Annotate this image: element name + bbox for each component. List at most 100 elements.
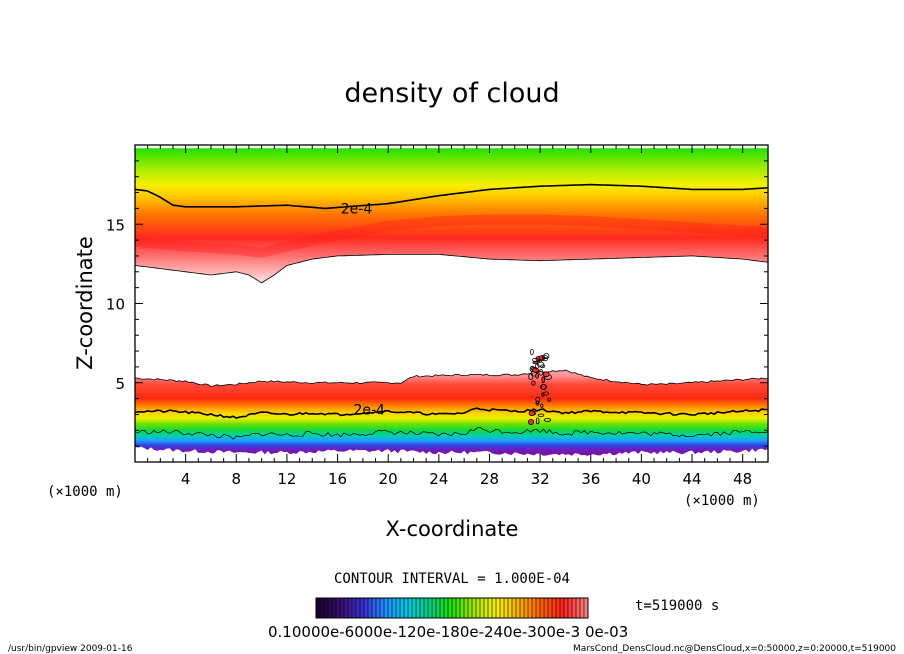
colorbar-swatch <box>484 598 489 618</box>
y-tick-label: 10 <box>106 296 125 314</box>
colorbar-swatch <box>536 598 541 618</box>
plume-cell <box>540 364 546 369</box>
upper-cloud-peak <box>135 214 768 258</box>
colorbar-swatch <box>500 598 505 618</box>
plume-cell <box>531 380 536 386</box>
colorbar-swatch <box>340 598 345 618</box>
plume-cell <box>528 418 535 425</box>
colorbar-swatch <box>464 598 469 618</box>
colorbar-swatch <box>516 598 521 618</box>
contour-labels: 2e-4 2e-4 <box>341 201 385 419</box>
colorbar-swatch <box>368 598 373 618</box>
colorbar-swatch <box>492 598 497 618</box>
colorbar-swatch <box>504 598 509 618</box>
plot-area <box>135 148 768 456</box>
plume-cell <box>543 391 549 396</box>
x-tick-label: 20 <box>379 470 398 488</box>
x-tick-label: 40 <box>632 470 651 488</box>
contour-label: 2e-4 <box>353 403 385 419</box>
x-unit-label-left: (×1000 m) <box>47 484 123 500</box>
contour-interval-text: CONTOUR INTERVAL = 1.000E-04 <box>334 571 570 587</box>
colorbar-swatch <box>352 598 357 618</box>
colorbar-swatch <box>436 598 441 618</box>
plume-cell <box>535 417 540 425</box>
colorbar-tick-labels: 0.10000e-6000e-120e-180e-240e-300e-3 <box>268 623 580 641</box>
upper-contour-2e-4 <box>135 183 768 210</box>
colorbar-swatch <box>440 598 445 618</box>
y-axis-ticks: 5 10 15 <box>106 160 768 447</box>
plume-cell <box>528 410 535 417</box>
colorbar-swatch <box>356 598 361 618</box>
plume-cell <box>542 371 550 378</box>
colorbar-swatch <box>496 598 501 618</box>
colorbar-swatch <box>320 598 325 618</box>
colorbar-swatch <box>480 598 485 618</box>
colorbar-swatch <box>488 598 493 618</box>
plume-cell <box>541 376 545 384</box>
footer-left: /usr/bin/gpview 2009-01-16 <box>8 644 133 654</box>
colorbar-swatch <box>388 598 393 618</box>
lower-inner-contour <box>135 426 768 440</box>
convective-plume <box>528 348 552 425</box>
contour-label: 2e-4 <box>341 201 373 217</box>
colorbar-swatch <box>452 598 457 618</box>
plume-cell <box>535 372 540 379</box>
x-axis-ticks: 4 8 12 16 20 24 28 32 36 40 44 48 <box>147 145 756 488</box>
colorbar-swatch <box>428 598 433 618</box>
plume-cell <box>540 384 547 390</box>
colorbar-swatch <box>524 598 529 618</box>
x-tick-label: 32 <box>531 470 550 488</box>
colorbar-swatch <box>576 598 581 618</box>
colorbar-swatch <box>448 598 453 618</box>
colorbar-swatch <box>572 598 577 618</box>
colorbar-swatch <box>520 598 525 618</box>
colorbar-swatch <box>548 598 553 618</box>
colorbar <box>315 598 589 618</box>
y-tick-label: 5 <box>115 375 125 393</box>
colorbar-swatch <box>556 598 561 618</box>
colorbar-swatch <box>468 598 473 618</box>
y-axis-label: Z-coordinate <box>73 236 97 370</box>
colorbar-swatch <box>392 598 397 618</box>
plume-cell <box>541 355 548 359</box>
plume-cell <box>537 413 545 417</box>
colorbar-swatch <box>316 598 321 618</box>
colorbar-swatch <box>544 598 549 618</box>
x-axis-label: X-coordinate <box>386 517 519 541</box>
colorbar-swatch <box>568 598 573 618</box>
colorbar-swatch <box>416 598 421 618</box>
colorbar-swatch <box>476 598 481 618</box>
plume-cell <box>535 400 540 406</box>
plume-cell <box>540 403 544 408</box>
colorbar-swatch <box>324 598 329 618</box>
colorbar-swatch <box>540 598 545 618</box>
colorbar-swatch <box>444 598 449 618</box>
x-unit-label-right: (×1000 m) <box>684 493 760 509</box>
x-tick-label: 24 <box>429 470 448 488</box>
colorbar-swatch <box>400 598 405 618</box>
colorbar-swatch <box>580 598 585 618</box>
colorbar-swatch <box>420 598 425 618</box>
x-tick-label: 28 <box>480 470 499 488</box>
colorbar-swatch <box>372 598 377 618</box>
colorbar-swatch <box>336 598 341 618</box>
colorbar-swatch <box>460 598 465 618</box>
colorbar-swatch <box>384 598 389 618</box>
colorbar-swatch <box>584 598 589 618</box>
colorbar-swatch <box>552 598 557 618</box>
colorbar-swatch <box>560 598 565 618</box>
plume-cell <box>528 373 534 381</box>
colorbar-swatch <box>376 598 381 618</box>
colorbar-swatch <box>348 598 353 618</box>
x-tick-label: 36 <box>581 470 600 488</box>
colorbar-swatch <box>344 598 349 618</box>
plume-cell <box>532 357 539 362</box>
colorbar-swatch <box>508 598 513 618</box>
footer-right: MarsCond_DensCloud.nc@DensCloud,x=0:5000… <box>573 644 896 654</box>
lower-contour-2e-4 <box>135 407 768 419</box>
x-tick-label: 44 <box>682 470 701 488</box>
colorbar-swatch <box>512 598 517 618</box>
colorbar-swatch <box>424 598 429 618</box>
colorbar-swatch <box>360 598 365 618</box>
